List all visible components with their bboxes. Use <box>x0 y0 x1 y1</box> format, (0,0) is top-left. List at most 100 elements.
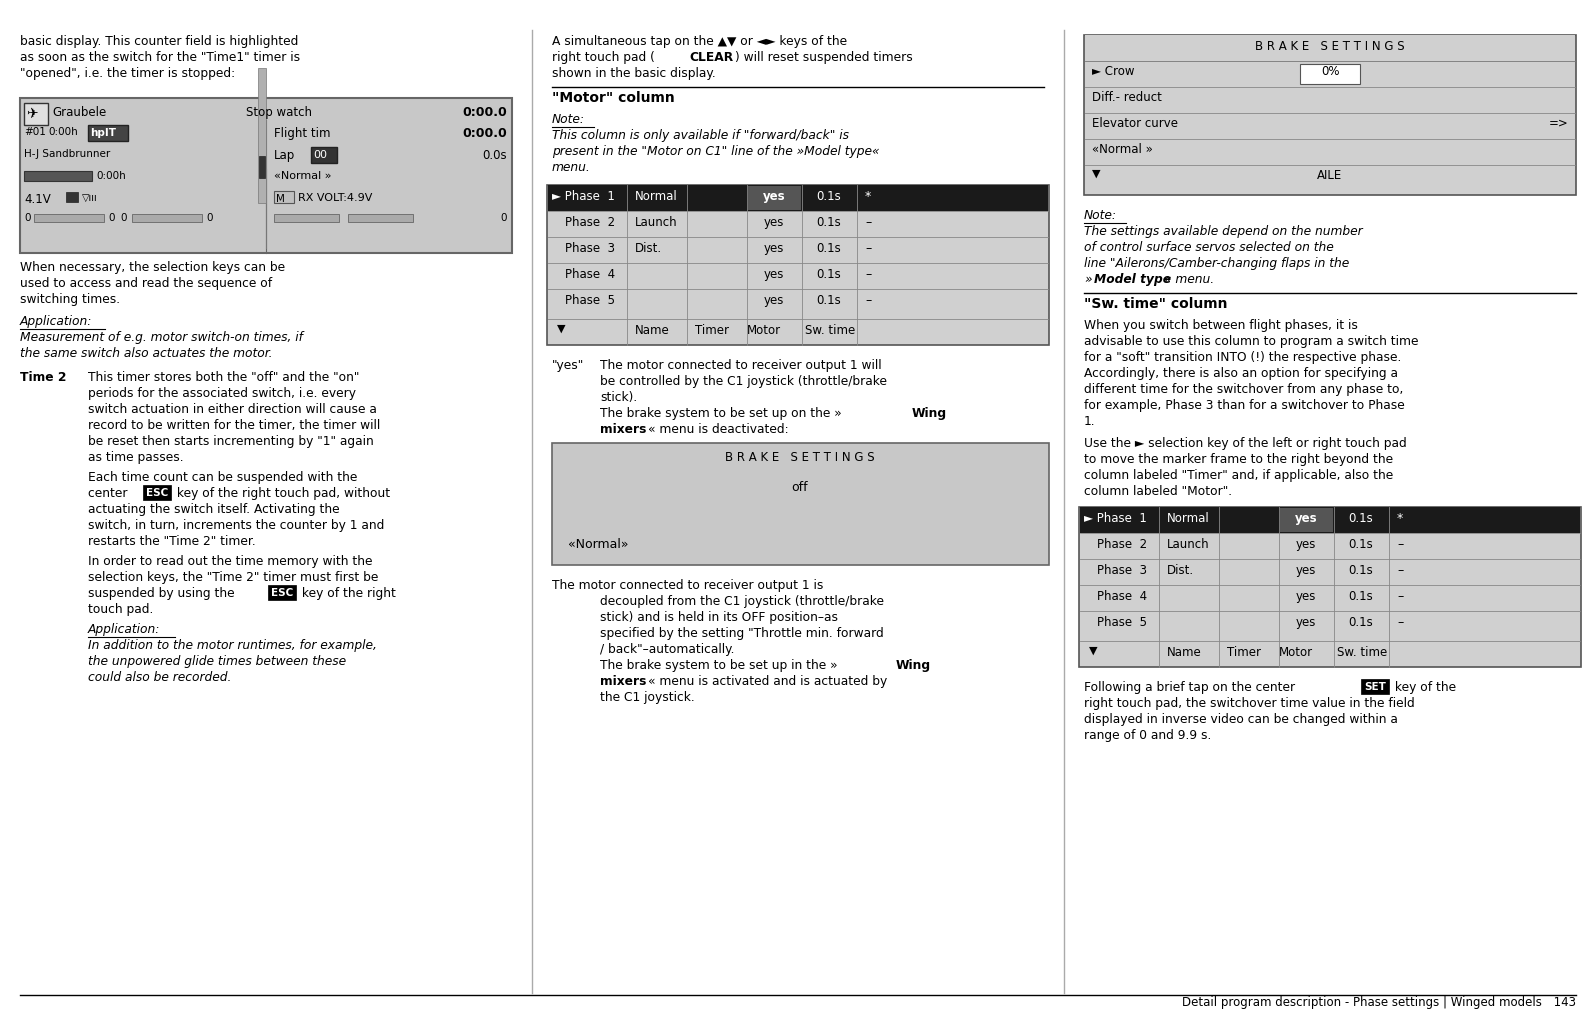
Text: «Normal»: «Normal» <box>568 538 629 551</box>
Text: «Normal »: «Normal » <box>1092 143 1152 155</box>
Text: Dist.: Dist. <box>1167 564 1194 577</box>
Text: –: – <box>865 268 871 281</box>
Text: yes: yes <box>1296 538 1317 551</box>
Text: ▼: ▼ <box>1088 646 1098 656</box>
Text: Normal: Normal <box>635 190 678 203</box>
Text: as soon as the switch for the "Time1" timer is: as soon as the switch for the "Time1" ti… <box>21 51 300 64</box>
Text: specified by the setting "Throttle min. forward: specified by the setting "Throttle min. … <box>600 627 884 640</box>
Text: center: center <box>88 487 131 500</box>
Text: Motor: Motor <box>747 324 780 337</box>
Text: could also be recorded.: could also be recorded. <box>88 671 231 684</box>
Text: selection keys, the "Time 2" timer must first be: selection keys, the "Time 2" timer must … <box>88 571 378 584</box>
Text: for example, Phase 3 than for a switchover to Phase: for example, Phase 3 than for a switchov… <box>1084 399 1404 412</box>
Text: 0.1s: 0.1s <box>817 190 841 203</box>
Text: Phase  2: Phase 2 <box>1096 538 1148 551</box>
Text: Note:: Note: <box>1084 209 1117 222</box>
Bar <box>21 98 512 253</box>
Text: Wing: Wing <box>895 659 930 672</box>
Text: ✈: ✈ <box>26 106 38 120</box>
Text: "Sw. time" column: "Sw. time" column <box>1084 297 1227 311</box>
Text: present in the "Motor on C1" line of the »Model type«: present in the "Motor on C1" line of the… <box>552 145 879 158</box>
Text: range of 0 and 9.9 s.: range of 0 and 9.9 s. <box>1084 729 1211 742</box>
Text: Elevator curve: Elevator curve <box>1092 117 1178 130</box>
Text: Model type: Model type <box>1093 273 1171 286</box>
Text: ► Phase  1: ► Phase 1 <box>1084 512 1148 525</box>
Text: –: – <box>1396 538 1403 551</box>
Text: the unpowered glide times between these: the unpowered glide times between these <box>88 655 346 668</box>
Text: –: – <box>1396 590 1403 603</box>
Text: 0: 0 <box>206 213 212 223</box>
Text: «Normal »: «Normal » <box>275 171 332 181</box>
Bar <box>259 68 267 203</box>
Text: Timer: Timer <box>694 324 729 337</box>
Text: yes: yes <box>764 242 784 255</box>
Text: Sw. time: Sw. time <box>1337 646 1387 659</box>
Text: Name: Name <box>1167 646 1202 659</box>
Text: –: – <box>1396 564 1403 577</box>
Text: be reset then starts incrementing by "1" again: be reset then starts incrementing by "1"… <box>88 435 373 448</box>
Text: Application:: Application: <box>88 623 160 636</box>
Text: Phase  4: Phase 4 <box>1096 590 1148 603</box>
Text: 0.1s: 0.1s <box>817 268 841 281</box>
Text: –: – <box>865 242 871 255</box>
Bar <box>275 191 294 203</box>
Text: yes: yes <box>763 190 785 203</box>
Bar <box>24 103 48 125</box>
Text: Phase  2: Phase 2 <box>565 216 614 229</box>
Text: 0.1s: 0.1s <box>817 216 841 229</box>
Bar <box>547 185 1049 345</box>
Text: Stop watch: Stop watch <box>246 106 311 119</box>
Text: 0: 0 <box>24 213 30 223</box>
Text: Application:: Application: <box>21 315 93 328</box>
Bar <box>348 214 413 222</box>
Bar <box>65 192 78 202</box>
Text: Name: Name <box>635 324 670 337</box>
Text: 00: 00 <box>313 150 327 160</box>
Text: line "Ailerons/Camber-changing flaps in the: line "Ailerons/Camber-changing flaps in … <box>1084 257 1349 270</box>
Text: as time passes.: as time passes. <box>88 451 184 464</box>
Text: yes: yes <box>1296 564 1317 577</box>
Text: Launch: Launch <box>1167 538 1210 551</box>
Text: RX VOLT:4.9V: RX VOLT:4.9V <box>298 193 372 203</box>
Bar <box>749 186 801 210</box>
Bar <box>1361 679 1389 694</box>
Text: Flight tim: Flight tim <box>275 127 330 140</box>
Text: "opened", i.e. the timer is stopped:: "opened", i.e. the timer is stopped: <box>21 66 235 80</box>
Text: This timer stores both the "off" and the "on": This timer stores both the "off" and the… <box>88 371 359 384</box>
Text: 0.1s: 0.1s <box>817 294 841 307</box>
Text: ▼: ▼ <box>1092 169 1101 179</box>
Text: Motor: Motor <box>1278 646 1314 659</box>
Text: Following a brief tap on the center: Following a brief tap on the center <box>1084 681 1299 694</box>
Text: –: – <box>865 294 871 307</box>
Bar <box>24 171 93 181</box>
Text: 0: 0 <box>109 213 115 223</box>
Text: In addition to the motor runtimes, for example,: In addition to the motor runtimes, for e… <box>88 639 377 652</box>
Bar <box>1079 507 1582 667</box>
Text: 0.1s: 0.1s <box>1349 564 1374 577</box>
Text: mixers: mixers <box>600 422 646 436</box>
Bar <box>1085 35 1575 61</box>
Text: Wing: Wing <box>911 407 946 420</box>
Text: When you switch between flight phases, it is: When you switch between flight phases, i… <box>1084 319 1358 332</box>
Text: Phase  3: Phase 3 <box>565 242 614 255</box>
Text: AILE: AILE <box>1317 169 1342 182</box>
Text: –: – <box>865 216 871 229</box>
Bar <box>1084 35 1575 195</box>
Text: stick) and is held in its OFF position–as: stick) and is held in its OFF position–a… <box>600 611 838 624</box>
Text: #01: #01 <box>24 127 46 137</box>
Text: "yes": "yes" <box>552 359 584 372</box>
Text: « menu is activated and is actuated by: « menu is activated and is actuated by <box>648 675 887 688</box>
Text: 4.1V: 4.1V <box>24 193 51 206</box>
Text: ► Phase  1: ► Phase 1 <box>552 190 614 203</box>
Text: right touch pad, the switchover time value in the field: right touch pad, the switchover time val… <box>1084 697 1414 710</box>
Text: switch, in turn, increments the counter by 1 and: switch, in turn, increments the counter … <box>88 519 385 532</box>
Text: ) will reset suspended timers: ) will reset suspended timers <box>736 51 913 64</box>
Text: right touch pad (: right touch pad ( <box>552 51 654 64</box>
Bar <box>259 155 265 178</box>
Text: yes: yes <box>1296 590 1317 603</box>
Text: displayed in inverse video can be changed within a: displayed in inverse video can be change… <box>1084 713 1398 726</box>
Text: yes: yes <box>764 216 784 229</box>
Text: Measurement of e.g. motor switch-on times, if: Measurement of e.g. motor switch-on time… <box>21 331 303 344</box>
Text: the same switch also actuates the motor.: the same switch also actuates the motor. <box>21 347 273 360</box>
Text: 0.1s: 0.1s <box>1349 616 1374 629</box>
